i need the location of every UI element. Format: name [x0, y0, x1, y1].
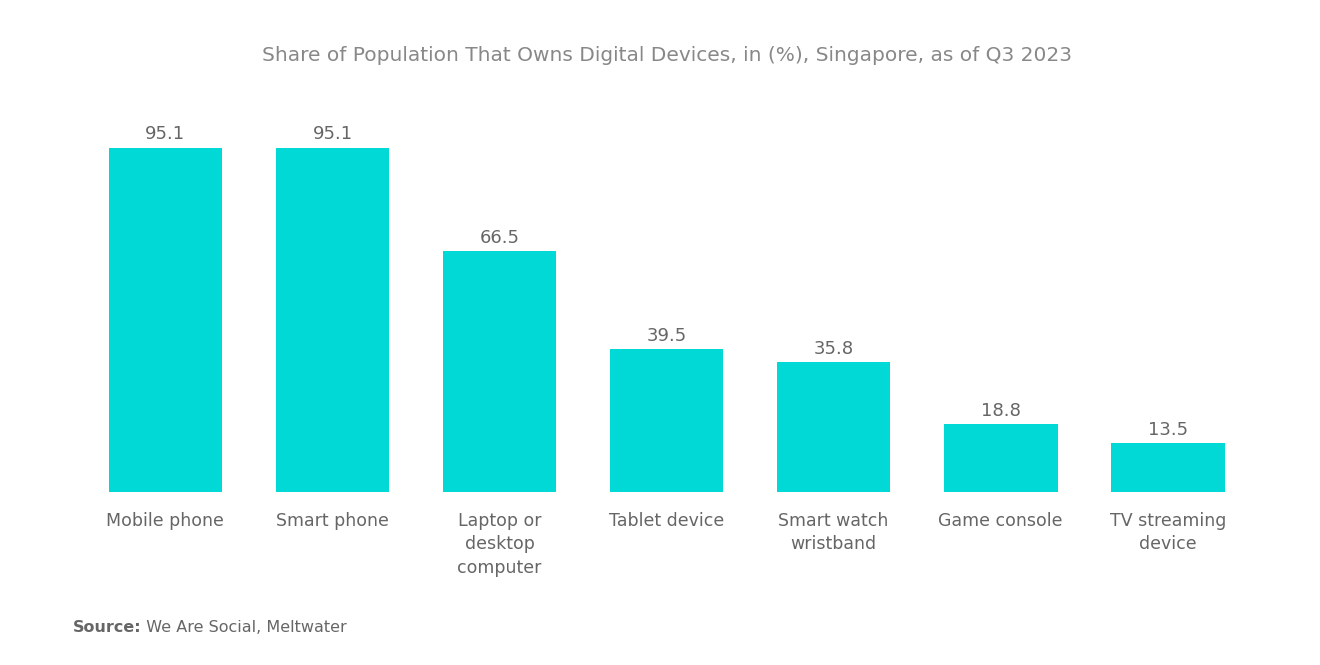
Text: We Are Social, Meltwater: We Are Social, Meltwater [136, 620, 347, 635]
Bar [944, 424, 1057, 492]
Title: Share of Population That Owns Digital Devices, in (%), Singapore, as of Q3 2023: Share of Population That Owns Digital De… [261, 47, 1072, 65]
Text: 95.1: 95.1 [145, 125, 186, 144]
Text: 95.1: 95.1 [313, 125, 352, 144]
Text: 39.5: 39.5 [647, 327, 686, 344]
Bar [276, 148, 389, 492]
Bar [610, 349, 723, 492]
Bar [777, 362, 891, 492]
Bar [108, 148, 222, 492]
Text: Source:: Source: [73, 620, 141, 635]
Text: 18.8: 18.8 [981, 402, 1020, 420]
Bar [442, 251, 556, 492]
Text: 13.5: 13.5 [1147, 421, 1188, 439]
Text: 66.5: 66.5 [479, 229, 520, 247]
Text: 35.8: 35.8 [813, 340, 854, 358]
Bar [1111, 443, 1225, 492]
